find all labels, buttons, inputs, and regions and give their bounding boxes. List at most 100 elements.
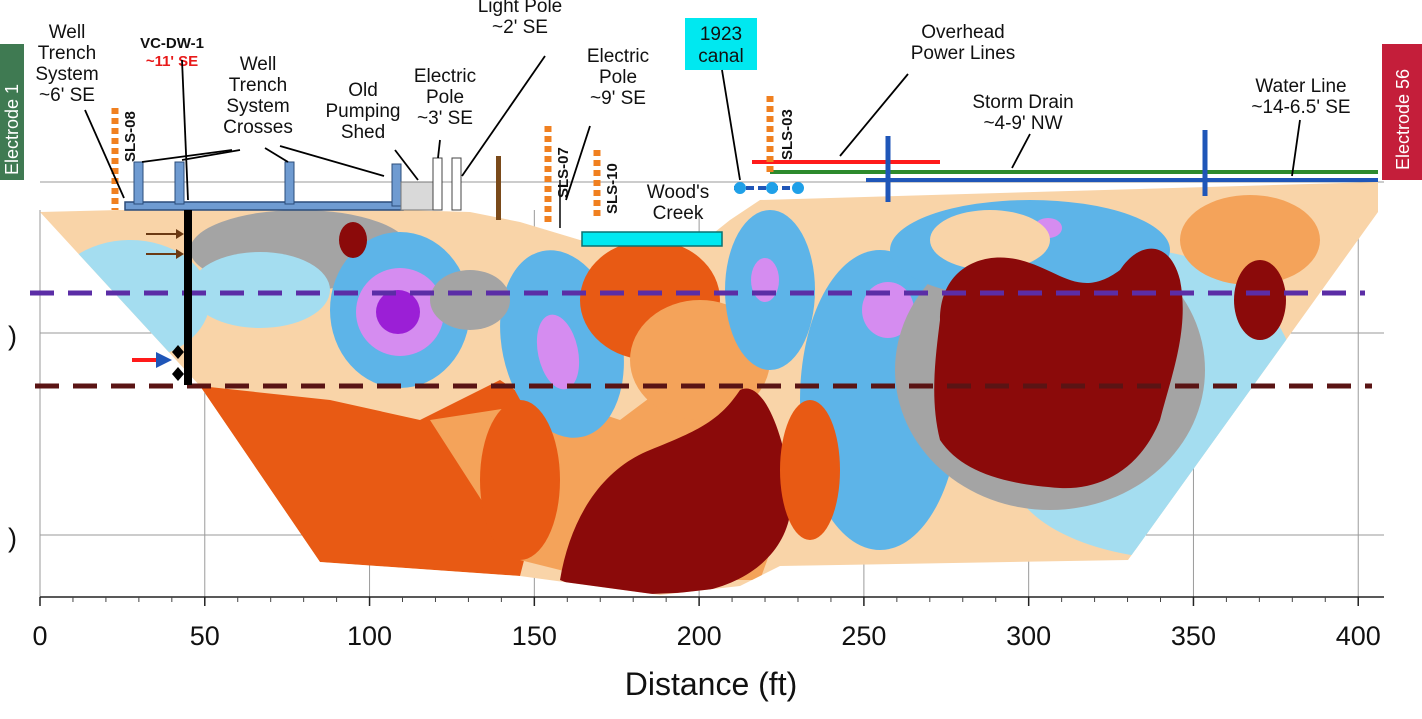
leader-arrows bbox=[84, 55, 1301, 201]
anomaly-purple-center-left bbox=[376, 290, 420, 334]
annotation-line: Pole bbox=[599, 67, 637, 88]
blue-arrow-head bbox=[156, 352, 172, 368]
anomaly-orange-bottom-right bbox=[780, 400, 840, 540]
surface-features bbox=[124, 130, 1378, 385]
leader-crosses-3 bbox=[264, 147, 289, 163]
boring-sls-08-label: SLS-08 bbox=[122, 111, 139, 162]
anomaly-grey-center bbox=[430, 270, 510, 330]
annotation-water-line: Water Line ~14-6.5' SE bbox=[1251, 76, 1350, 118]
annotations: Well Trench System ~6' SE VC-DW-1 ~11' SE We… bbox=[35, 0, 1350, 224]
annotation-line: canal bbox=[698, 46, 743, 67]
annotation-line: Wood's bbox=[647, 182, 709, 203]
electrode-left-label: Electrode 1 bbox=[2, 84, 22, 175]
x-axis-ticks: 0 50 100 150 200 250 300 350 400 bbox=[32, 597, 1381, 651]
electrode-right-label: Electrode 56 bbox=[1393, 69, 1413, 170]
leader-crosses-2 bbox=[181, 149, 241, 161]
left-tick-label-1: ) bbox=[8, 321, 17, 351]
annotation-line: Trench bbox=[38, 43, 96, 64]
canal-label-box: 1923 canal bbox=[685, 18, 757, 70]
annotation-electric-pole-2: Electric Pole ~9' SE bbox=[587, 46, 649, 109]
annotation-line: Overhead bbox=[921, 22, 1004, 43]
anomaly-violet-right-center bbox=[862, 282, 914, 338]
x-tick-label-300: 300 bbox=[1006, 621, 1051, 651]
vc-dw-1-borehole bbox=[184, 210, 192, 385]
annotation-line: Trench bbox=[229, 75, 287, 96]
annotation-storm-drain: Storm Drain ~4-9' NW bbox=[972, 92, 1073, 134]
x-tick-label-250: 250 bbox=[841, 621, 886, 651]
annotation-line: ~2' SE bbox=[492, 17, 548, 38]
annotation-line: Electric bbox=[587, 46, 649, 67]
x-axis-label: Distance (ft) bbox=[625, 666, 797, 702]
annotation-old-pumping-shed: Old Pumping Shed bbox=[326, 80, 401, 143]
anomaly-violet-center bbox=[536, 314, 580, 390]
canal-dot-1 bbox=[734, 182, 746, 194]
anomaly-tan-top-right bbox=[930, 210, 1050, 270]
leader-water bbox=[1291, 119, 1301, 177]
boring-sls-07-label: SLS-07 bbox=[555, 147, 572, 198]
diamond-marker-2 bbox=[172, 367, 184, 381]
annotation-line: 1923 bbox=[700, 24, 742, 45]
x-tick-label-150: 150 bbox=[512, 621, 557, 651]
brown-post bbox=[496, 156, 501, 220]
x-tick-label-350: 350 bbox=[1171, 621, 1216, 651]
borings: SLS-08 SLS-07 SLS-10 SLS-03 bbox=[111, 96, 796, 226]
annotation-line: Pole bbox=[426, 87, 464, 108]
light-pole-mark bbox=[451, 157, 462, 211]
annotation-well-trench-crosses: Well Trench System Crosses bbox=[223, 54, 293, 138]
leader-crosses-4 bbox=[279, 145, 385, 177]
annotation-line: Pumping bbox=[326, 101, 401, 122]
annotation-line: Old bbox=[348, 80, 378, 101]
annotation-line: Crosses bbox=[223, 117, 293, 138]
leader-canal bbox=[721, 69, 741, 181]
annotation-line: VC-DW-1 bbox=[140, 35, 204, 52]
anomaly-orange-top-right bbox=[1180, 195, 1320, 285]
brown-arrow-1-head bbox=[176, 229, 184, 239]
anomaly-orange-bottom-left bbox=[480, 400, 560, 560]
leader-power bbox=[839, 73, 909, 157]
anomaly-blue-left bbox=[190, 252, 330, 328]
anomaly-red-right-edge bbox=[1234, 260, 1286, 340]
anomaly-dark-red-right bbox=[934, 248, 1183, 489]
x-tick-label-200: 200 bbox=[677, 621, 722, 651]
annotation-line: Light Pole bbox=[478, 0, 563, 17]
leader-crosses-1 bbox=[141, 149, 233, 163]
diamond-marker-1 bbox=[172, 345, 184, 359]
annotation-line: Well bbox=[240, 54, 277, 75]
well-trench-pipe bbox=[124, 201, 404, 211]
annotation-line: Water Line bbox=[1255, 76, 1346, 97]
annotation-line: ~9' SE bbox=[590, 88, 646, 109]
annotation-woods-creek: Wood's Creek bbox=[647, 182, 709, 224]
annotation-electric-pole-1: Electric Pole ~3' SE bbox=[414, 66, 476, 129]
annotation-line: System bbox=[35, 64, 98, 85]
annotation-line: ~6' SE bbox=[39, 85, 95, 106]
brown-arrow-2-head bbox=[176, 249, 184, 259]
annotation-vc-dw-1: VC-DW-1 ~11' SE bbox=[140, 35, 204, 70]
electric-pole-1-mark bbox=[432, 157, 443, 211]
annotation-overhead-power-lines: Overhead Power Lines bbox=[911, 22, 1016, 64]
boring-sls-10-label: SLS-10 bbox=[604, 163, 621, 214]
leader-vc-dw-1 bbox=[181, 59, 189, 201]
annotation-line: ~11' SE bbox=[146, 53, 198, 70]
trench-riser-2 bbox=[174, 161, 185, 205]
annotation-line: ~3' SE bbox=[417, 108, 473, 129]
depth-markers bbox=[132, 229, 184, 381]
trench-riser-3 bbox=[284, 161, 295, 205]
woods-creek-box bbox=[581, 231, 723, 247]
leader-storm bbox=[1011, 133, 1031, 169]
annotation-line: Creek bbox=[653, 203, 704, 224]
x-tick-label-100: 100 bbox=[347, 621, 392, 651]
canal-dot-2 bbox=[766, 182, 778, 194]
annotation-line: Well bbox=[49, 22, 86, 43]
annotation-well-trench-system: Well Trench System ~6' SE bbox=[35, 22, 98, 106]
annotation-line: ~4-9' NW bbox=[983, 113, 1062, 134]
anomaly-red-small-left bbox=[339, 222, 367, 258]
annotation-line: Storm Drain bbox=[972, 92, 1073, 113]
trench-riser-4 bbox=[391, 163, 402, 207]
x-tick-label-400: 400 bbox=[1336, 621, 1381, 651]
x-tick-label-50: 50 bbox=[190, 621, 220, 651]
annotation-line: System bbox=[226, 96, 289, 117]
leader-pole-2 bbox=[565, 125, 591, 201]
annotation-line: ~14-6.5' SE bbox=[1251, 97, 1350, 118]
electrode-left-tab: Electrode 1 bbox=[0, 44, 24, 180]
